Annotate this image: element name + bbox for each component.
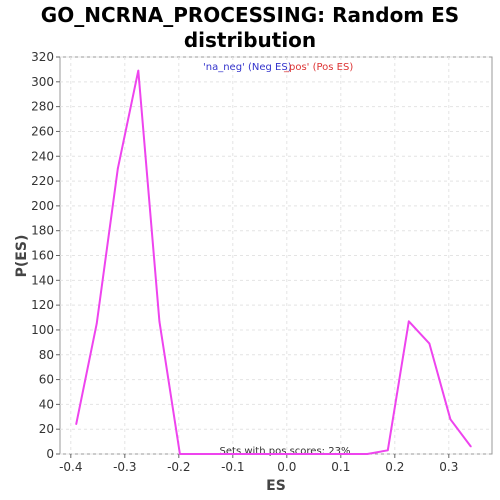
y-tick-label: 240 [31, 149, 54, 163]
data-point [408, 320, 410, 323]
y-tick-label: 280 [31, 100, 54, 114]
y-tick-label: 40 [39, 397, 54, 411]
series-layer [75, 69, 472, 455]
y-tick-label: 120 [31, 298, 54, 312]
y-tick-label: 180 [31, 224, 54, 238]
data-point [449, 418, 452, 421]
y-tick-label: 220 [31, 174, 54, 188]
data-point [116, 167, 119, 170]
x-tick-label: -0.3 [113, 460, 136, 474]
y-tick-label: 160 [31, 249, 54, 263]
data-point [262, 453, 264, 455]
y-tick-label: 100 [31, 323, 54, 337]
x-tick-label: 0.1 [331, 460, 350, 474]
y-tick-label: 140 [31, 273, 54, 287]
series-line [75, 69, 472, 455]
y-axis-label: P(ES) [14, 235, 30, 278]
x-tick-label: 0.0 [277, 460, 296, 474]
x-tick-label: -0.2 [167, 460, 190, 474]
data-point [283, 453, 285, 455]
y-tick-label: 320 [31, 50, 54, 64]
x-tick-label: 0.3 [439, 460, 458, 474]
pos-scores-annotation: Sets with pos scores: 23% [220, 446, 351, 457]
y-tick-label: 20 [39, 422, 54, 436]
data-point [179, 453, 181, 455]
x-axis-label: ES [266, 478, 286, 494]
y-tick-label: 0 [46, 447, 54, 461]
chart-title-line2: distribution [184, 28, 316, 52]
y-tick-label: 200 [31, 199, 54, 213]
x-tick-label: -0.4 [59, 460, 82, 474]
chart-title-line1: GO_NCRNA_PROCESSING: Random ES [41, 3, 459, 27]
x-tick-label: 0.2 [385, 460, 404, 474]
data-point [75, 423, 77, 426]
legend-pos-label: _pos' (Pos ES) [283, 62, 353, 73]
data-point [345, 453, 348, 455]
data-point [137, 69, 140, 72]
data-point [366, 453, 369, 455]
data-point [428, 342, 431, 345]
data-point [200, 453, 202, 455]
data-point [220, 453, 223, 455]
grid-layer [60, 56, 492, 455]
x-tick-label: -0.1 [221, 460, 244, 474]
y-axis: 0 20 40 60 80 100 120 140 160 180 200 220 240 260 280 3… [31, 50, 60, 461]
y-tick-label: 80 [39, 348, 54, 362]
data-point [241, 453, 244, 455]
data-point [95, 322, 98, 325]
y-tick-label: 300 [31, 75, 54, 89]
y-tick-label: 60 [39, 373, 54, 387]
data-point [386, 449, 389, 452]
data-point [324, 453, 327, 455]
x-axis: -0.4 -0.3 -0.2 -0.1 0.0 0.1 0.2 0.3 [59, 454, 458, 474]
data-point [303, 453, 306, 455]
legend-neg-label: 'na_neg' (Neg ES) [203, 62, 292, 73]
data-point [158, 320, 161, 323]
y-tick-label: 260 [31, 124, 54, 138]
data-point [470, 445, 472, 448]
